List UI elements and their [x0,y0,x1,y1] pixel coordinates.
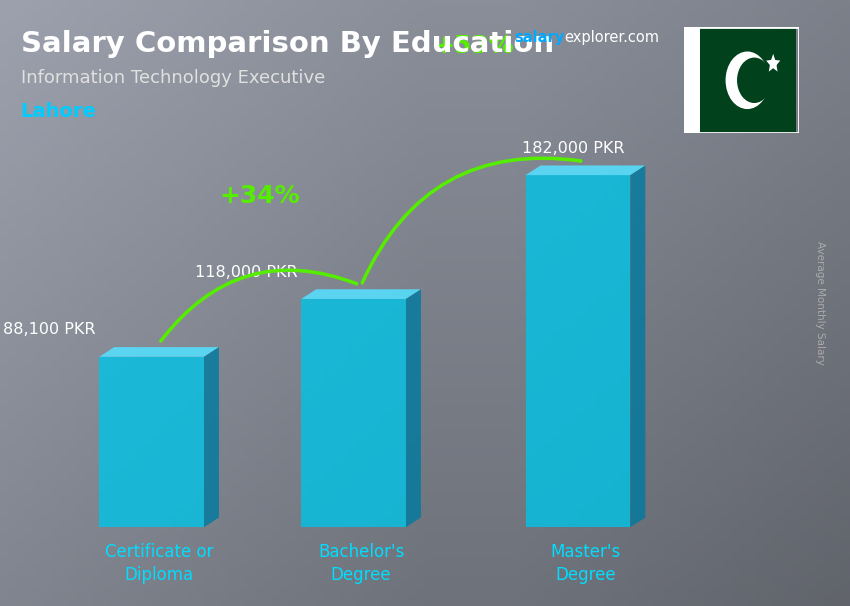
Polygon shape [99,357,204,527]
Polygon shape [525,165,645,175]
Text: salary: salary [514,30,564,45]
Text: +53%: +53% [433,34,513,58]
Polygon shape [301,289,421,299]
FancyArrowPatch shape [362,158,581,283]
Text: Salary Comparison By Education: Salary Comparison By Education [20,30,554,58]
Circle shape [726,52,769,109]
Polygon shape [204,347,219,527]
Text: explorer.com: explorer.com [564,30,660,45]
Text: Information Technology Executive: Information Technology Executive [20,68,325,87]
Polygon shape [697,27,796,133]
Polygon shape [525,175,631,527]
Text: Bachelor's
Degree: Bachelor's Degree [318,543,405,584]
Polygon shape [631,165,645,527]
Polygon shape [406,289,421,527]
Text: +34%: +34% [220,184,300,208]
Circle shape [737,58,772,103]
Text: 118,000 PKR: 118,000 PKR [195,265,298,279]
Text: Lahore: Lahore [20,102,97,121]
Polygon shape [99,347,219,357]
Text: Average Monthly Salary: Average Monthly Salary [815,241,825,365]
FancyArrowPatch shape [161,270,356,341]
Text: Certificate or
Diploma: Certificate or Diploma [105,543,213,584]
Text: 182,000 PKR: 182,000 PKR [522,141,625,156]
Polygon shape [301,299,406,527]
Polygon shape [766,54,780,72]
Text: Master's
Degree: Master's Degree [550,543,620,584]
Polygon shape [684,27,700,133]
Text: 88,100 PKR: 88,100 PKR [3,322,95,338]
